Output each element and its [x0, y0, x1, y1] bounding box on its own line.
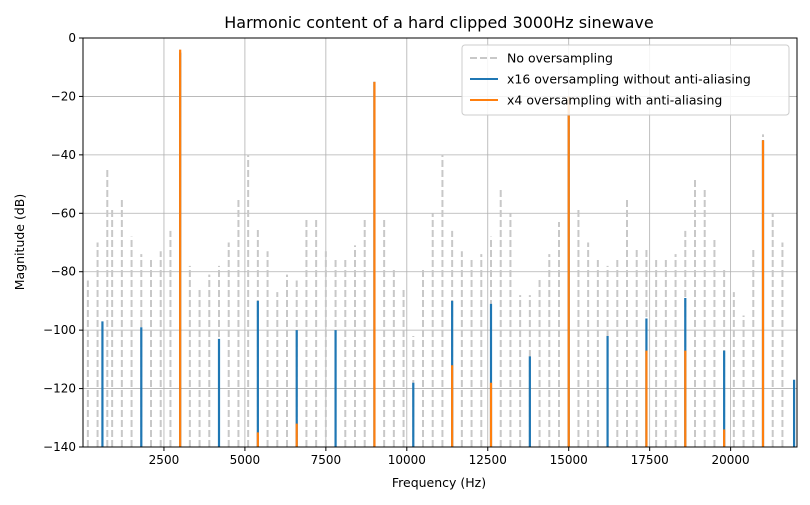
legend-label: No oversampling [507, 51, 613, 66]
y-tick-label: −120 [43, 382, 76, 396]
x-tick-label: 15000 [550, 453, 588, 467]
y-tick-label: −20 [51, 89, 76, 103]
x-tick-label: 10000 [388, 453, 426, 467]
y-axis-label: Magnitude (dB) [12, 194, 27, 290]
series-layer [86, 49, 796, 447]
y-tick-label: −60 [51, 206, 76, 220]
legend-box [461, 44, 790, 116]
chart-title: Harmonic content of a hard clipped 3000H… [224, 13, 654, 32]
x-tick-label: 7500 [311, 453, 342, 467]
axis-ticks: 2500 5000 7500 10000 12500 15000 17500 20000 0 −2… [43, 31, 750, 467]
x-axis-label: Frequency (Hz) [392, 475, 486, 490]
x-tick-label: 12500 [469, 453, 507, 467]
x-tick-label: 2500 [149, 453, 180, 467]
x-tick-label: 20000 [712, 453, 750, 467]
y-tick-label: 0 [68, 31, 76, 45]
y-tick-label: −140 [43, 440, 76, 454]
y-tick-label: −100 [43, 323, 76, 337]
plot-frame [82, 37, 798, 448]
y-tick-label: −80 [51, 265, 76, 279]
legend-label: x4 oversampling with anti-aliasing [507, 93, 722, 108]
x-tick-label: 5000 [230, 453, 261, 467]
x-tick-label: 17500 [631, 453, 669, 467]
legend-label: x16 oversampling without anti-aliasing [507, 72, 751, 87]
legend: No oversampling x16 oversampling without … [461, 44, 790, 116]
y-tick-label: −40 [51, 148, 76, 162]
series-3 [179, 49, 765, 447]
